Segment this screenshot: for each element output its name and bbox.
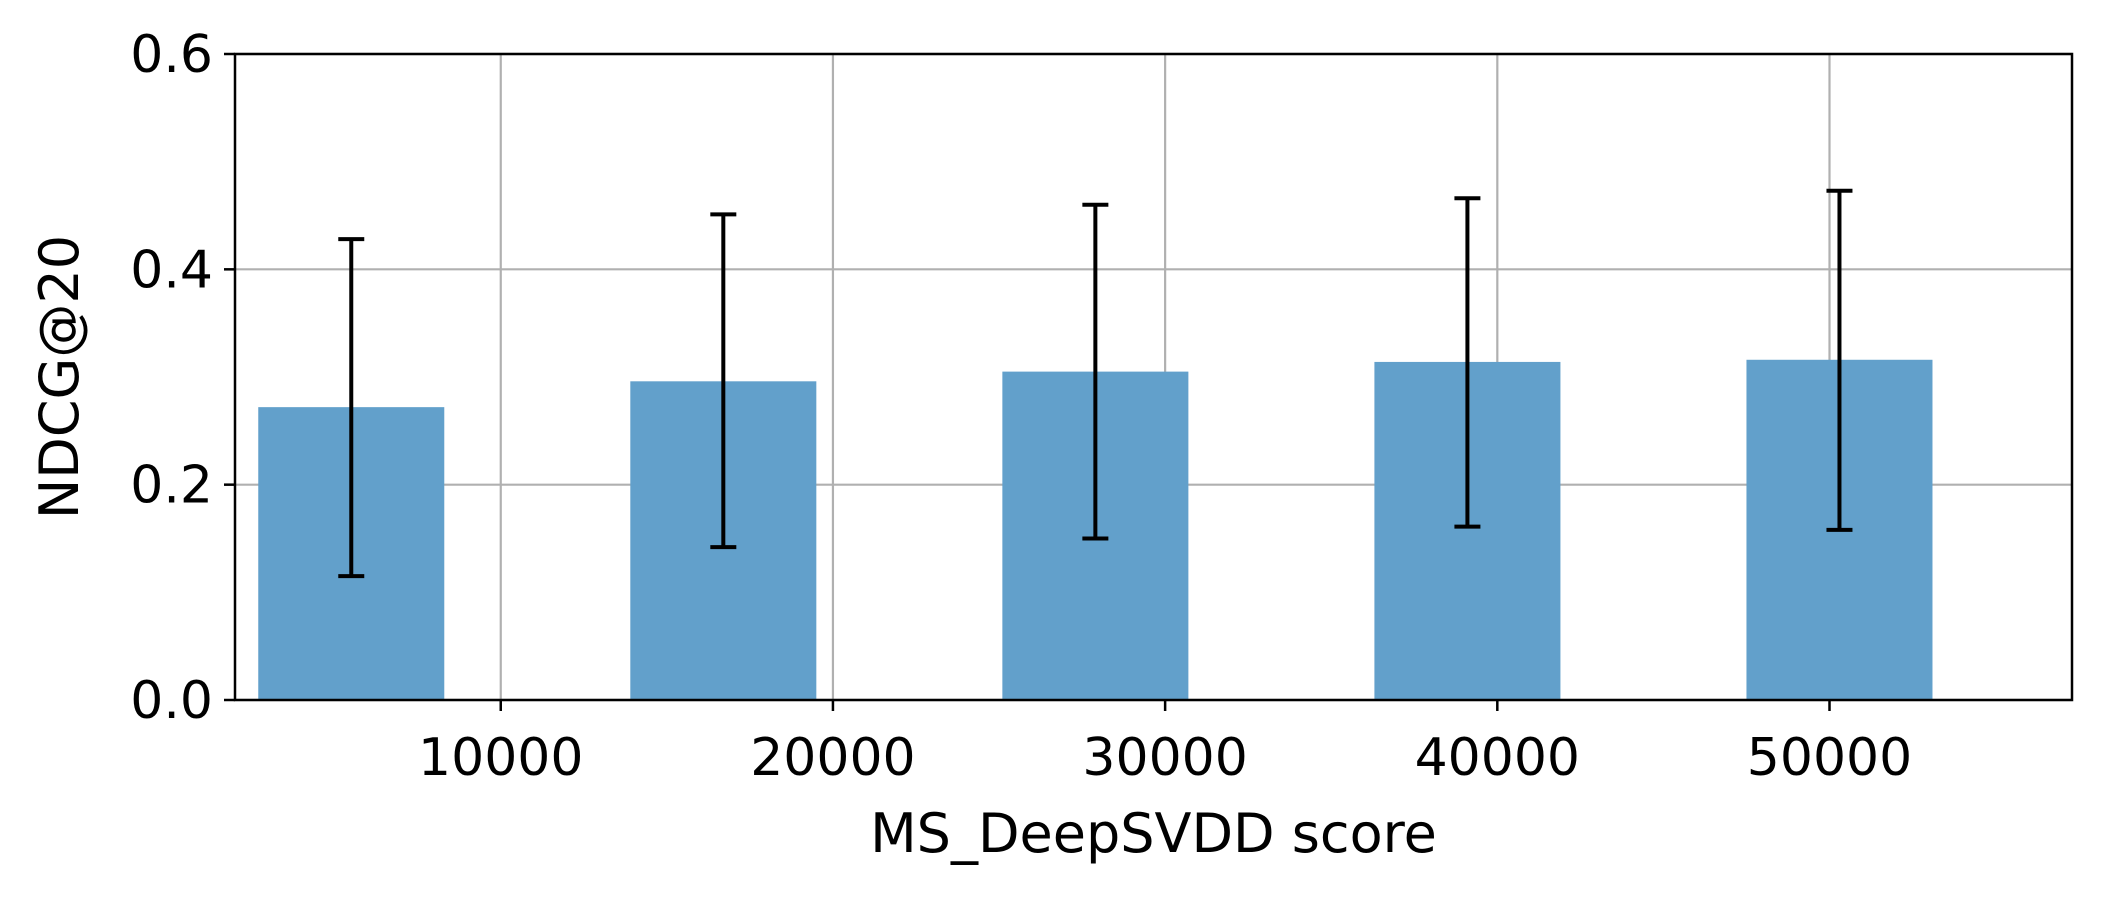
x-axis-ticks: 10000 20000 30000 40000 50000 — [418, 700, 1912, 788]
y-tick-label: 0.4 — [130, 240, 213, 300]
y-axis-label: NDCG@20 — [28, 235, 91, 519]
error-bar — [1826, 188, 1853, 532]
y-tick-label: 0.2 — [130, 456, 213, 516]
error-bar — [1454, 196, 1481, 529]
y-tick-label: 0.0 — [130, 671, 213, 731]
error-bar — [338, 237, 365, 579]
x-tick-label: 30000 — [1082, 728, 1247, 788]
error-bar — [710, 212, 737, 550]
x-tick-label: 20000 — [750, 728, 915, 788]
x-axis-label: MS_DeepSVDD score — [870, 802, 1437, 865]
error-bars — [338, 188, 1853, 579]
x-tick-label: 10000 — [418, 728, 583, 788]
y-axis-ticks: 0.0 0.2 0.4 0.6 — [130, 25, 235, 731]
x-tick-label: 40000 — [1415, 728, 1580, 788]
x-tick-label: 50000 — [1747, 728, 1912, 788]
error-bar — [1082, 202, 1109, 541]
y-tick-label: 0.6 — [130, 25, 213, 85]
plot-frame — [233, 52, 2074, 702]
